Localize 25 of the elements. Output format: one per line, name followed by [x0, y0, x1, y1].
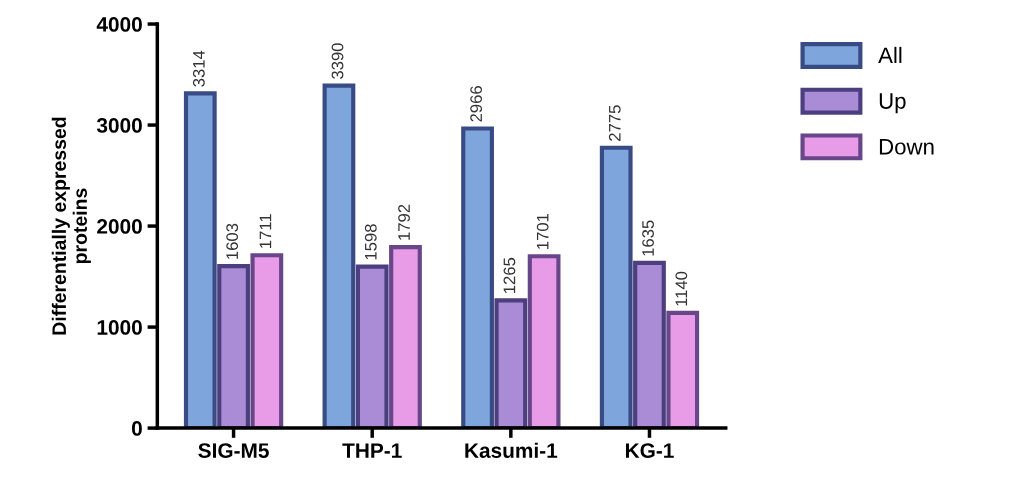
x-tick-label: THP-1 — [342, 443, 402, 458]
data-label: 3314 — [192, 50, 205, 87]
x-tick-label: SIG-M5 — [198, 443, 269, 458]
data-label: 1140 — [675, 271, 688, 306]
y-axis-title: Differentially expressed proteins — [51, 117, 91, 335]
data-label: 1265 — [503, 257, 516, 293]
legend-label: Down — [879, 139, 934, 155]
y-tick-label: 1000 — [97, 320, 142, 335]
x-tick-label: Kasumi-1 — [465, 442, 558, 458]
y-tick-label: 4000 — [96, 17, 142, 32]
y-tick-label: 2000 — [97, 219, 142, 234]
data-label: 2966 — [470, 86, 483, 122]
data-label: 1701 — [536, 213, 549, 249]
y-tick-label: 3000 — [96, 118, 142, 133]
data-label: 1603 — [226, 223, 239, 259]
data-label: 1792 — [398, 204, 410, 240]
data-label: 1635 — [642, 220, 654, 256]
data-label: 3390 — [331, 43, 344, 79]
legend-label: All — [878, 46, 902, 63]
data-label: 1598 — [364, 224, 377, 260]
y-tick-label: 0 — [131, 421, 142, 436]
data-label: 1711 — [259, 214, 272, 248]
legend-label: Up — [879, 93, 906, 114]
x-tick-label: KG-1 — [625, 443, 674, 458]
data-label: 2775 — [608, 105, 621, 141]
